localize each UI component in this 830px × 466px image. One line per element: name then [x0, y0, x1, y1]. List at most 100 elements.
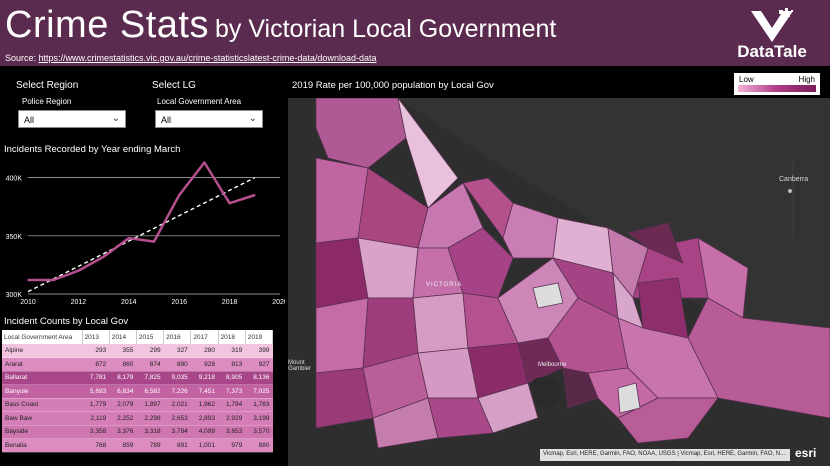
datatale-logo: DataTale — [724, 8, 820, 64]
map-canvas — [288, 98, 830, 466]
table-cell-value: 890 — [163, 357, 191, 372]
data-point — [77, 269, 80, 272]
label-canberra: Canberra — [779, 176, 809, 183]
table-column-header[interactable]: 2019 — [245, 330, 273, 344]
table-cell-value: 3,853 — [218, 425, 246, 439]
table-cell-value: 6,834 — [109, 384, 137, 399]
table-cell-lga: Baw Baw — [2, 411, 82, 426]
choropleth-map[interactable]: Canberra VICTORIA Mount Gambier Melbourn… — [288, 98, 830, 466]
table-cell-value: 299 — [136, 344, 164, 358]
table-cell-lga: Ballarat — [2, 371, 82, 385]
lg-select-value: All — [161, 115, 172, 125]
table-column-header[interactable]: Local Government Area — [2, 330, 83, 344]
table-cell-value: 8,905 — [218, 371, 246, 385]
table-column-header[interactable]: 2017 — [190, 330, 219, 344]
label-melbourne: Melbourne — [538, 362, 567, 368]
data-point — [128, 237, 130, 239]
region-slicer-label: Select Region — [16, 80, 79, 91]
table-cell-lga: Ararat — [2, 357, 82, 372]
table-cell-value: 874 — [136, 357, 164, 372]
table-row[interactable]: Ararat 872 860 874 890 928 913 927 — [2, 357, 273, 372]
source-link[interactable]: https://www.crimestatistics.vic.gov.au/c… — [38, 53, 377, 63]
x-tick-label: 2010 — [20, 299, 36, 306]
table-cell-value: 7,373 — [218, 384, 246, 399]
table-row[interactable]: Bass Coast 1,779 2,079 1,897 2,021 1,962 1,794… — [2, 398, 273, 412]
lg-select[interactable]: All ⌄ — [155, 110, 263, 128]
table-cell-value: 319 — [218, 344, 246, 358]
region-slicer-sublabel: Police Region — [22, 97, 72, 106]
table-cell-value: 1,962 — [190, 398, 219, 412]
table-row[interactable]: Bayside 3,358 3,376 3,318 3,784 4,099 3,853 3,5… — [2, 425, 273, 439]
table-cell-value: 3,199 — [245, 411, 273, 426]
incident-table-container[interactable]: Local Government Area 2013 2014 2015 2016 201… — [2, 330, 273, 466]
label-mount-gambier: Mount Gambier — [288, 360, 312, 372]
source-line: Source: https://www.crimestatistics.vic.… — [5, 53, 376, 63]
chevron-down-icon: ⌄ — [111, 113, 120, 124]
table-cell-value: 399 — [245, 344, 273, 358]
x-tick-label: 2016 — [171, 299, 187, 306]
table-cell-lga: Banyule — [2, 384, 82, 399]
table-cell-value: 1,779 — [82, 398, 110, 412]
table-cell-value: 2,653 — [163, 411, 191, 426]
table-column-header[interactable]: 2014 — [109, 330, 137, 344]
region-select[interactable]: All ⌄ — [18, 110, 126, 128]
y-tick-label: 350K — [6, 234, 23, 241]
series-line — [28, 161, 256, 282]
lg-slicer-sublabel: Local Government Area — [157, 97, 242, 106]
logo-mark-icon — [751, 8, 793, 42]
table-column-header[interactable]: 2015 — [136, 330, 165, 344]
table-row[interactable]: Benalla 768 859 789 891 1,001 979 880 — [2, 438, 273, 453]
table-cell-value: 7,025 — [245, 384, 273, 399]
title-main: Crime Stats — [5, 4, 209, 46]
data-point — [254, 194, 256, 196]
map-legend: Low High — [734, 73, 820, 95]
table-cell-value: 6,582 — [136, 384, 164, 399]
table-row[interactable]: Baw Baw 2,119 2,252 2,298 2,653 2,893 2,929 3,1… — [2, 411, 273, 426]
table-cell-value: 3,358 — [82, 425, 110, 439]
table-cell-value: 3,570 — [245, 425, 273, 439]
table-cell-value: 1,783 — [245, 398, 273, 412]
legend-high-label: High — [798, 75, 815, 84]
map-attribution[interactable]: Vicmap, Esri, HERE, Garmin, FAO, NOAA, U… — [540, 449, 790, 461]
table-cell-value: 7,781 — [82, 371, 110, 385]
table-cell-value: 355 — [109, 344, 137, 358]
table-cell-value: 1,794 — [218, 398, 246, 412]
table-cell-value: 5,693 — [82, 384, 110, 399]
table-cell-value: 7,226 — [163, 384, 191, 399]
table-cell-value: 913 — [218, 357, 246, 372]
table-cell-value: 327 — [163, 344, 191, 358]
table-cell-value: 4,099 — [190, 425, 219, 439]
line-chart-title: Incidents Recorded by Year ending March — [4, 144, 181, 155]
table-row[interactable]: Ballarat 7,781 8,179 7,825 9,035 9,218 8,905 8,… — [2, 371, 273, 385]
table-cell-value: 789 — [136, 438, 164, 453]
legend-low-label: Low — [739, 75, 754, 84]
data-point — [153, 240, 155, 243]
table-cell-value: 2,929 — [218, 411, 246, 426]
table-cell-value: 8,136 — [245, 371, 273, 385]
data-point — [178, 194, 180, 196]
table-row[interactable]: Banyule 5,693 6,834 6,582 7,226 7,451 7,373 7,0… — [2, 384, 273, 399]
title-subtitle: by Victorian Local Government — [214, 15, 557, 43]
canberra-marker-icon — [788, 189, 792, 193]
table-header-row: Local Government Area 2013 2014 2015 2016 201… — [2, 330, 273, 344]
table-cell-value: 3,376 — [109, 425, 137, 439]
table-column-header[interactable]: 2016 — [163, 330, 192, 344]
table-cell-value: 1,001 — [190, 438, 219, 453]
data-point — [27, 279, 29, 281]
table-cell-value: 880 — [245, 438, 273, 453]
table-cell-value: 1,897 — [136, 398, 164, 412]
table-cell-lga: Bass Coast — [2, 398, 82, 412]
region-select-value: All — [24, 115, 35, 125]
table-cell-lga: Bayside — [2, 425, 82, 439]
table-column-header[interactable]: 2013 — [82, 330, 110, 344]
x-tick-label: 2020 — [272, 299, 285, 306]
table-cell-lga: Benalla — [2, 438, 82, 453]
table-cell-value: 872 — [82, 357, 110, 372]
port-phillip-bay — [533, 377, 561, 407]
table-column-header[interactable]: 2018 — [218, 330, 246, 344]
table-cell-value: 3,784 — [163, 425, 191, 439]
x-tick-label: 2014 — [121, 299, 137, 306]
table-row[interactable]: Alpine 293 355 299 327 280 319 399 — [2, 344, 273, 358]
lg-slicer-label: Select LG — [152, 80, 196, 91]
table-cell-value: 928 — [190, 357, 219, 372]
